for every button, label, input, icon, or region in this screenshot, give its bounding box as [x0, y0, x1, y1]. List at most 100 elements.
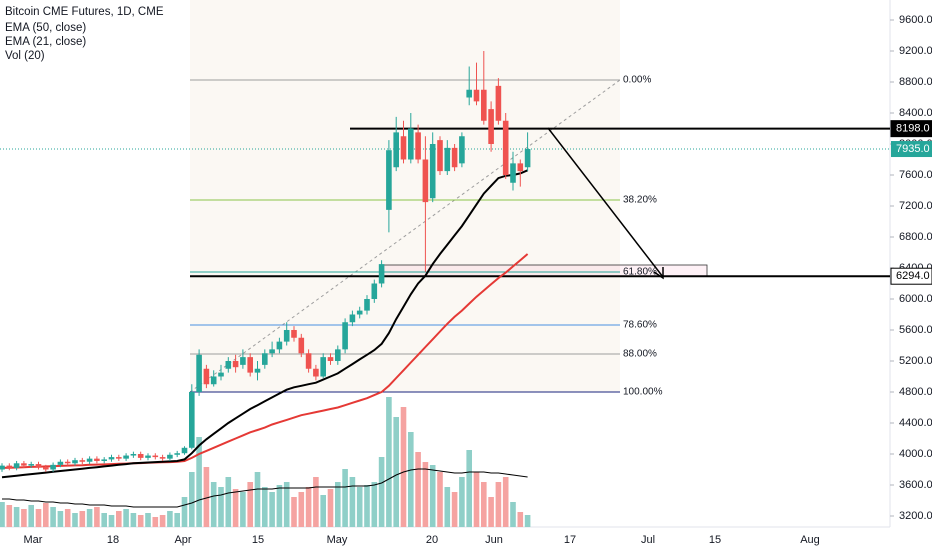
volume-bar: [378, 457, 385, 527]
fib-label: 61.80%: [623, 267, 657, 278]
volume-bar: [495, 482, 502, 527]
legend-entry: EMA (21, close): [5, 36, 86, 48]
volume-bar: [181, 497, 188, 527]
fib-label: 0.00%: [623, 75, 651, 86]
volume-bar: [276, 485, 283, 527]
volume-bar: [400, 407, 407, 527]
candle-body: [495, 85, 502, 121]
candle-body: [327, 357, 334, 361]
fib-label: 100.00%: [623, 387, 663, 398]
volume-bar: [356, 487, 363, 527]
candle-body: [13, 463, 20, 468]
volume-bar: [123, 509, 129, 527]
volume-bar: [94, 507, 100, 527]
candle-body: [137, 453, 144, 458]
candle-body: [386, 150, 392, 210]
candle-body: [35, 464, 42, 468]
volume-bar: [137, 515, 144, 527]
volume-bar: [393, 417, 399, 527]
candle-body: [437, 140, 443, 172]
volume-bar: [203, 467, 210, 527]
price-label: 8198.0: [896, 123, 930, 135]
volume-bar: [342, 469, 348, 527]
candle-body: [203, 368, 210, 385]
volume-bar: [86, 509, 93, 527]
volume-bar: [72, 513, 78, 527]
volume-bar: [502, 477, 509, 527]
x-tick-label: Jun: [485, 534, 503, 546]
volume-bar: [473, 472, 480, 527]
candle-body: [57, 461, 64, 465]
candle-body: [108, 457, 115, 460]
volume-bar: [116, 511, 122, 527]
x-tick-label: Jul: [641, 534, 655, 546]
y-tick-label: 8800.0: [899, 76, 932, 88]
volume-bar: [43, 503, 49, 527]
volume-bar: [167, 511, 173, 527]
candle-body: [0, 465, 5, 470]
y-tick-label: 9200.0: [899, 45, 932, 57]
volume-bar: [335, 482, 341, 527]
last-price-box: [891, 141, 932, 158]
candle-body: [305, 353, 312, 369]
fib-label: 88.00%: [623, 349, 657, 360]
y-tick-label: 3600.0: [899, 479, 932, 491]
legend-entry: Vol (20): [5, 50, 45, 62]
candle-body: [181, 447, 188, 454]
candle-body: [167, 454, 173, 459]
volume-bar: [415, 452, 421, 527]
price-label-box: [890, 267, 932, 285]
candle-body: [356, 310, 363, 315]
candle-body: [466, 89, 472, 98]
volume-bar: [320, 495, 326, 527]
volume-bar: [291, 497, 297, 527]
candle-body: [291, 329, 297, 338]
candle-body: [320, 357, 326, 377]
volume-bar: [247, 482, 253, 527]
candle-body: [524, 149, 531, 168]
x-tick-label: May: [327, 534, 348, 546]
candle-body: [429, 143, 436, 199]
candle-body: [517, 163, 524, 172]
candle-body: [43, 467, 49, 470]
fib-label: 38.20%: [623, 195, 657, 206]
candle-body: [210, 376, 217, 385]
volume-bar: [174, 513, 180, 527]
volume-bar: [196, 437, 202, 527]
volume-bar: [408, 432, 414, 527]
y-tick-label: 9600.0: [899, 14, 932, 26]
candle-body: [64, 461, 71, 464]
candle-body: [393, 132, 399, 168]
arrow-head: [653, 267, 664, 280]
volume-bar: [21, 509, 27, 527]
candle-body: [79, 460, 86, 462]
candle-body: [86, 458, 93, 462]
volume-bar: [50, 507, 56, 527]
volume-bar: [488, 497, 494, 527]
volume-bar: [101, 513, 107, 527]
volume-bar: [422, 462, 429, 527]
candle-body: [152, 455, 159, 458]
candle-body: [276, 341, 283, 350]
volume-bar: [429, 465, 436, 527]
volume-bar: [108, 515, 115, 527]
volume-bar: [481, 482, 487, 527]
volume-bar: [130, 513, 137, 527]
candle-body: [116, 457, 122, 459]
x-tick-label: Aug: [800, 534, 820, 546]
legend-title: Bitcoin CME Futures, 1D, CME: [5, 6, 164, 18]
volume-bar: [524, 515, 531, 527]
candle-body: [451, 147, 458, 168]
volume-bar: [269, 492, 275, 527]
x-tick-label: 15: [709, 534, 721, 546]
candle-body: [101, 459, 107, 461]
candle-body: [349, 314, 356, 323]
ema-line: [1, 169, 528, 479]
legend-entry: EMA (50, close): [5, 22, 86, 34]
candle-body: [269, 349, 275, 354]
x-tick-label: 18: [107, 534, 119, 546]
candle-body: [232, 360, 239, 368]
volume-bar: [437, 472, 443, 527]
volume-bar: [64, 509, 71, 527]
volume-bar: [451, 492, 458, 527]
